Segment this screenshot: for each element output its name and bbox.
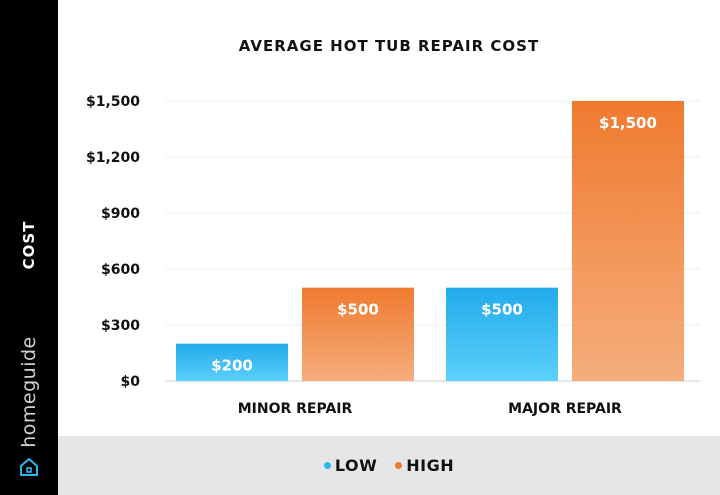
legend: LOW HIGH (58, 436, 720, 495)
legend-dot-high (395, 462, 403, 469)
category-label: MINOR REPAIR (238, 401, 353, 417)
y-tick-label: $0 (121, 374, 141, 390)
legend-label-high: HIGH (406, 456, 455, 475)
bar-chart: $0 $300 $600 $900 $1,200 $1,500 $200 $500 MINOR … (86, 94, 700, 417)
data-label: $1,500 (599, 114, 657, 132)
y-tick-label: $900 (101, 206, 140, 222)
legend-item-high: HIGH (395, 456, 454, 475)
legend-item-low: LOW (323, 456, 378, 475)
bar-low (446, 287, 558, 381)
y-tick-label: $1,500 (86, 94, 140, 110)
legend-label-low: LOW (334, 456, 378, 475)
data-label: $500 (337, 301, 379, 319)
y-tick-label: $600 (101, 262, 140, 278)
data-label: $500 (481, 301, 523, 319)
category-label: MAJOR REPAIR (508, 401, 622, 417)
chart-title: AVERAGE HOT TUB REPAIR COST (238, 37, 540, 55)
bar-high (302, 287, 414, 381)
bar-low (176, 343, 288, 381)
y-tick-label: $1,200 (86, 150, 140, 166)
data-label: $200 (211, 357, 253, 375)
sidebar: COST homeguide (0, 0, 58, 495)
house-icon (20, 458, 38, 476)
y-tick-label: $300 (101, 318, 140, 334)
legend-dot-low (323, 462, 331, 469)
bar-high (572, 101, 684, 381)
legend-bar: LOW HIGH (58, 436, 720, 495)
